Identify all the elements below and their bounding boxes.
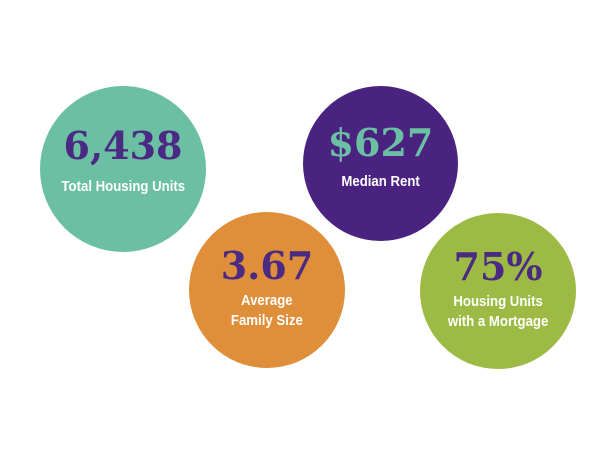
stat-circle-total-housing-units: 6,438 Total Housing Units: [40, 86, 206, 252]
stat-label-line: Median Rent: [341, 172, 420, 190]
stat-label-line: Average: [241, 292, 293, 309]
stat-label: Average Family Size: [231, 291, 303, 331]
stat-label: Housing Units with a Mortgage: [448, 292, 548, 332]
stat-circle-housing-units-with-mortgage: 75% Housing Units with a Mortgage: [420, 213, 576, 369]
stat-value: 75%: [453, 244, 543, 289]
stat-value: 6,438: [63, 123, 183, 168]
stat-label: Median Rent: [341, 172, 419, 192]
stat-label-line: Housing Units: [453, 293, 543, 310]
stat-label-line: Family Size: [231, 312, 303, 329]
stat-value: 3.67: [220, 243, 314, 288]
stat-label: Total Housing Units: [61, 177, 185, 197]
stat-label-line: with a Mortgage: [447, 313, 549, 330]
stat-value: $627: [327, 119, 434, 165]
stat-circle-average-family-size: 3.67 Average Family Size: [189, 212, 345, 368]
stat-circle-median-rent: $627 Median Rent: [303, 86, 458, 241]
stat-label-line: Total Housing Units: [61, 178, 185, 195]
